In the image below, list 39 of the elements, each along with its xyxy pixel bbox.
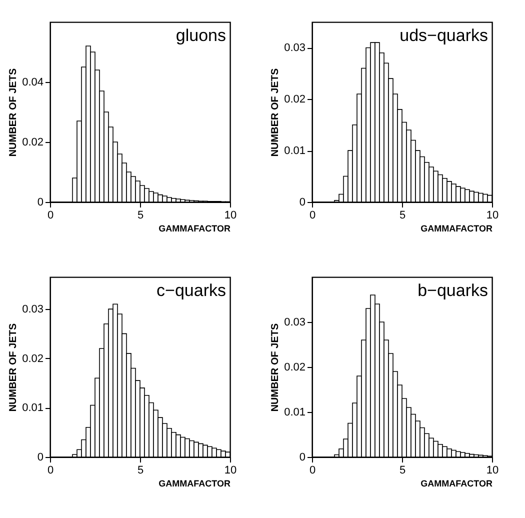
x-axis-title: GAMMAFACTOR [158,478,231,488]
y-axis-title: NUMBER OF JETS [8,68,20,157]
y-tick-label: 0.02 [22,136,44,148]
y-tick-label: 0.01 [284,406,306,418]
x-tick-label: 10 [486,464,499,476]
x-tick-label: 0 [47,210,54,222]
y-tick-label: 0.03 [22,304,44,316]
y-tick-label: 0.03 [284,316,306,328]
x-tick-label: 5 [399,210,406,222]
x-tick-label: 10 [224,210,237,222]
x-tick-label: 5 [137,464,144,476]
x-tick-label: 5 [137,210,144,222]
y-tick-label: 0.02 [22,352,44,365]
annotation: c−quarks [156,281,226,300]
y-tick-label: 0.03 [284,42,306,54]
x-axis-title: GAMMAFACTOR [158,224,231,234]
annotation: b−quarks [418,281,488,300]
y-tick-label: 0.01 [22,402,44,414]
y-axis-title: NUMBER OF JETS [270,323,282,412]
x-axis-title: GAMMAFACTOR [420,478,493,488]
y-tick-label: 0.04 [22,76,44,88]
y-tick-label: 0.02 [284,362,306,374]
y-tick-label: 0.02 [284,94,306,106]
y-tick-label: 0 [299,452,306,464]
x-tick-label: 10 [224,464,237,476]
x-tick-label: 0 [47,464,54,476]
y-tick-label: 0 [299,196,306,208]
y-axis-title: NUMBER OF JETS [8,323,20,412]
x-axis-title: GAMMAFACTOR [420,224,493,234]
x-tick-label: 0 [309,210,316,222]
y-axis-title: NUMBER OF JETS [270,68,282,157]
annotation: uds−quarks [400,26,488,45]
x-tick-label: 10 [486,210,499,222]
x-tick-label: 0 [309,464,316,476]
x-tick-label: 5 [399,464,406,476]
y-tick-label: 0 [37,196,44,208]
annotation: gluons [176,26,226,45]
y-tick-label: 0.01 [284,145,306,158]
y-tick-label: 0 [37,452,44,464]
